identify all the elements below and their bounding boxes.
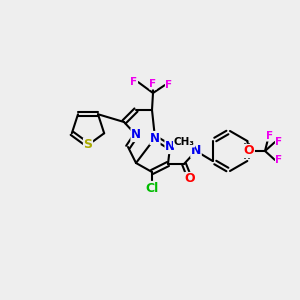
- Text: F: F: [130, 77, 138, 87]
- Text: N: N: [150, 131, 160, 145]
- Text: N: N: [165, 140, 175, 154]
- Text: N: N: [131, 128, 141, 142]
- Text: O: O: [185, 172, 195, 185]
- Text: F: F: [149, 79, 157, 89]
- Text: F: F: [165, 80, 172, 90]
- Text: N: N: [191, 145, 201, 158]
- Text: F: F: [275, 137, 283, 147]
- Text: S: S: [83, 139, 92, 152]
- Text: O: O: [244, 145, 254, 158]
- Text: F: F: [275, 155, 283, 165]
- Text: F: F: [266, 131, 274, 141]
- Text: CH₃: CH₃: [173, 137, 194, 147]
- Text: Cl: Cl: [146, 182, 159, 194]
